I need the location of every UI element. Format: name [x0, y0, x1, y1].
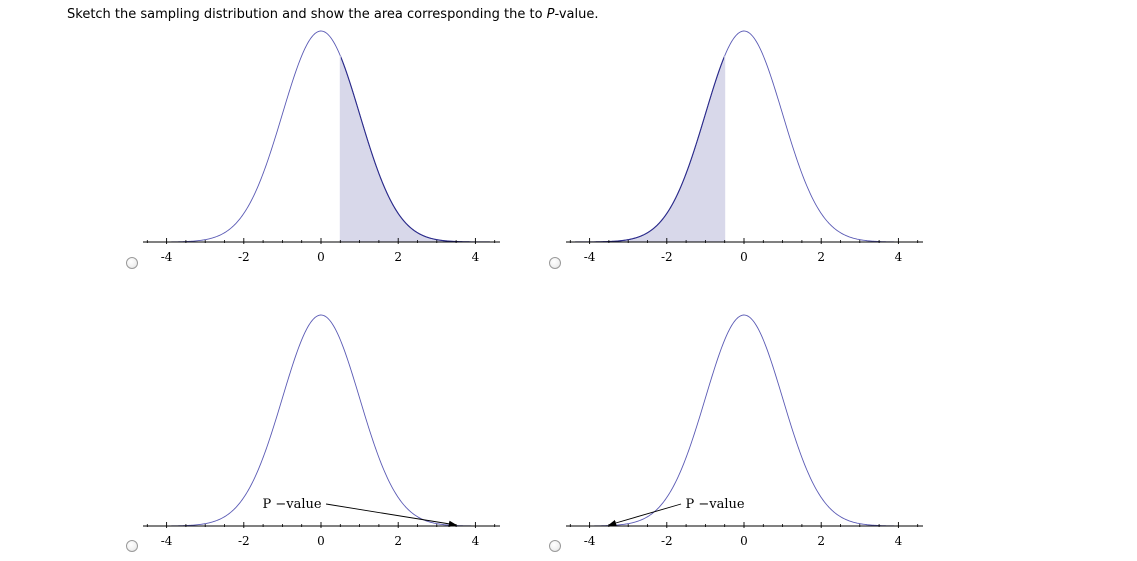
tick-label: -4: [584, 534, 596, 548]
tick-label: 0: [317, 250, 325, 264]
tick-label: 0: [317, 534, 325, 548]
tick-label: -4: [161, 250, 173, 264]
tick-label: 0: [740, 250, 748, 264]
tick-label: 2: [394, 534, 402, 548]
p-value-label: P −value: [686, 497, 745, 512]
tick-label: 4: [472, 250, 480, 264]
tick-label: -4: [161, 534, 173, 548]
tick-label: 2: [817, 534, 825, 548]
question-prompt: Sketch the sampling distribution and sho…: [67, 7, 598, 23]
tick-label: 0: [740, 534, 748, 548]
tick-label: 2: [394, 250, 402, 264]
normal-curve: [147, 30, 499, 243]
normal-curve: [147, 314, 499, 527]
normal-curve: [570, 30, 922, 243]
shaded-tail-area: [340, 55, 499, 242]
option-radio-3[interactable]: [126, 540, 138, 552]
tick-label: 4: [895, 250, 903, 264]
option-chart-1: -4 -2 0 2 4: [143, 30, 500, 264]
tick-label: -4: [584, 250, 596, 264]
tick-label: 2: [817, 250, 825, 264]
tick-label: -2: [238, 250, 250, 264]
tick-label: -2: [661, 250, 673, 264]
option-chart-4: -4 -2 0 2 4 P −value: [566, 314, 923, 548]
tick-label: 4: [895, 534, 903, 548]
option-radio-1[interactable]: [126, 257, 138, 269]
p-value-label: P −value: [263, 497, 322, 512]
option-chart-3: -4 -2 0 2 4 P −value: [143, 314, 500, 548]
tick-label: -2: [238, 534, 250, 548]
option-chart-2: -4 -2 0 2 4: [566, 30, 923, 264]
tick-label: 4: [472, 534, 480, 548]
question-text-italic: P: [546, 7, 555, 22]
tick-label: -2: [661, 534, 673, 548]
question-text-before: Sketch the sampling distribution and sho…: [67, 7, 547, 22]
p-value-arrow: [608, 503, 682, 527]
p-value-arrow: [325, 503, 457, 528]
option-radio-4[interactable]: [549, 540, 561, 552]
question-text-after: -value.: [554, 7, 599, 22]
option-radio-2[interactable]: [549, 257, 561, 269]
shaded-tail-area: [570, 55, 725, 242]
normal-curve: [570, 314, 922, 527]
